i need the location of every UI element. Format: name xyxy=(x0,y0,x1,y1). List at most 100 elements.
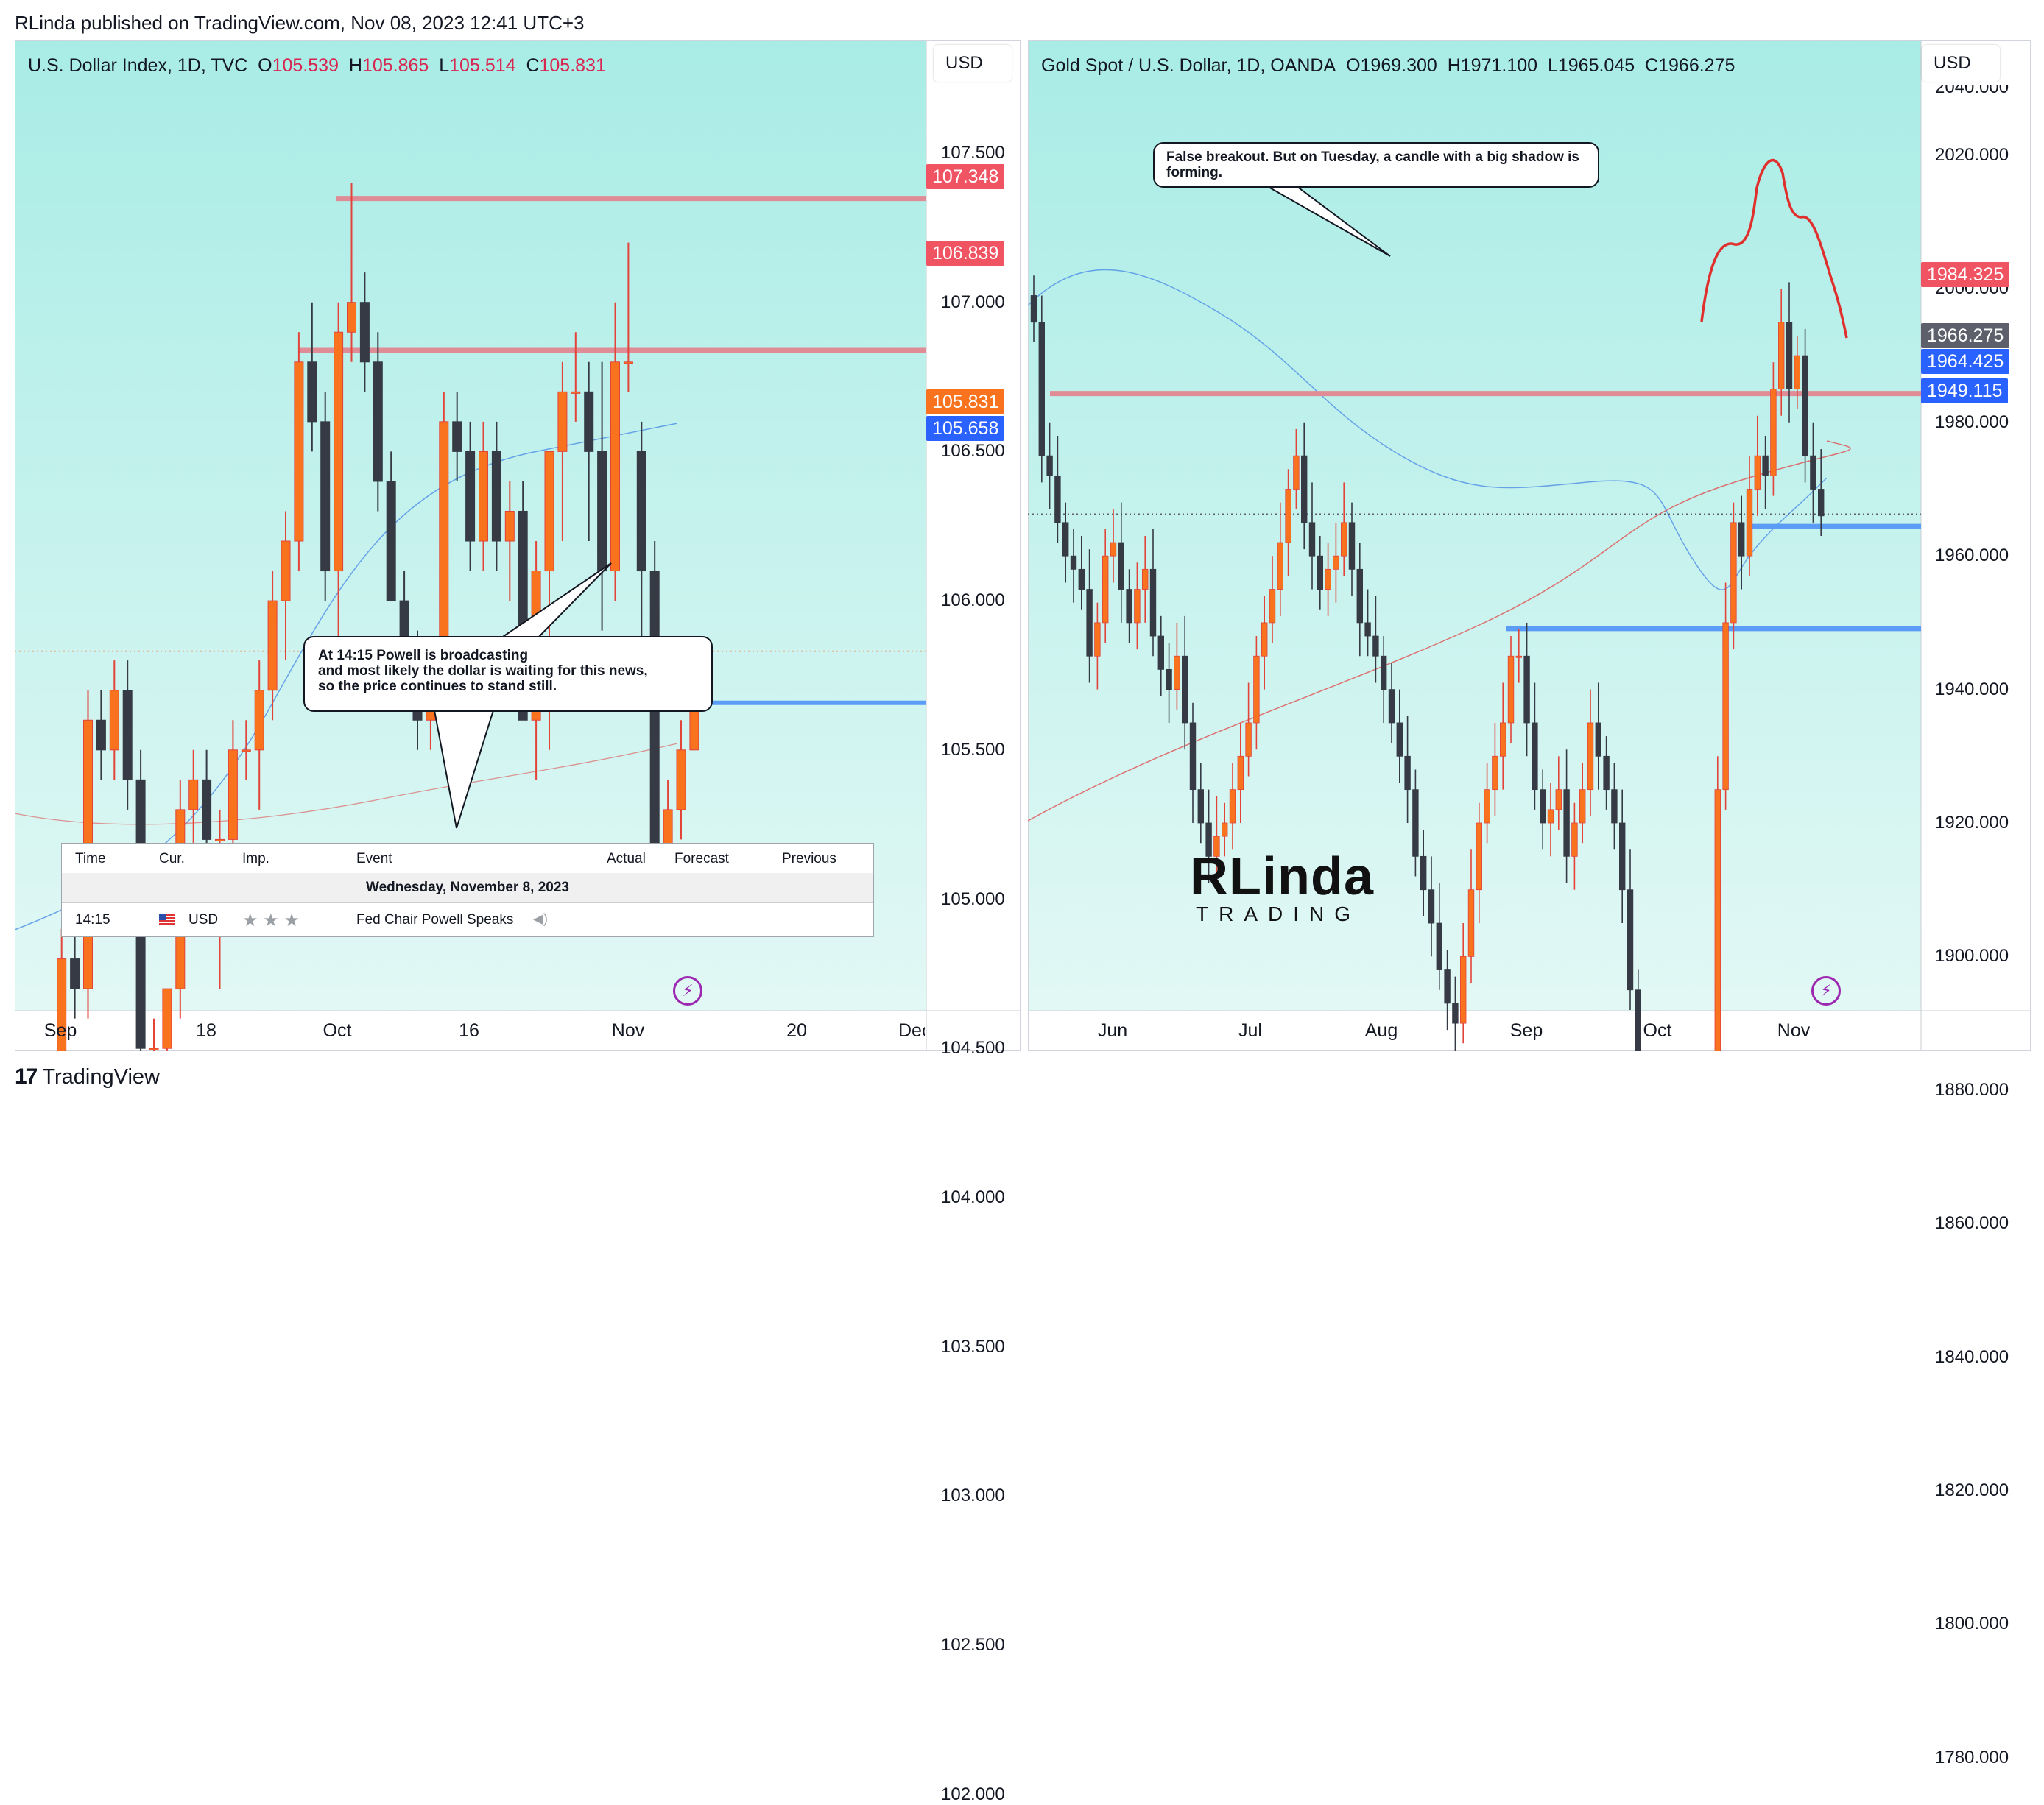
gold-y-tick-label: 1940.000 xyxy=(1935,679,2009,699)
gold-candle-body xyxy=(1062,522,1069,557)
dxy-candle-body xyxy=(491,451,501,542)
gold-candle-body xyxy=(1317,555,1323,590)
gold-candle-body xyxy=(1333,555,1339,570)
gold-candle-body xyxy=(1730,522,1737,624)
dxy-x-tick-label: Dec xyxy=(898,1020,925,1041)
gold-chart-panel[interactable]: Gold Spot / U.S. Dollar, 1D, OANDA O1969… xyxy=(1028,40,2031,1767)
cal-event-row: 14:15 USD ★ ★ ★ Fed Chair Powell Speaks … xyxy=(62,902,873,936)
gold-candle-body xyxy=(1348,522,1356,570)
dxy-candle-body xyxy=(162,988,172,1049)
gold-candle-body xyxy=(1532,722,1538,791)
dxy-candle-body xyxy=(373,361,383,482)
us-flag-icon xyxy=(159,914,175,925)
gold-y-tick-label: 1980.000 xyxy=(1935,411,2009,432)
gold-x-tick-label: Jun xyxy=(1097,1020,1128,1041)
gold-last-price-tag: 1966.275 xyxy=(1921,323,2010,348)
cal-date-row: Wednesday, November 8, 2023 xyxy=(62,873,873,902)
dxy-level-tag-1: 107.348 xyxy=(926,164,1005,189)
gold-candle-body xyxy=(1054,475,1061,523)
cal-header-time: Time xyxy=(75,851,106,866)
cal-event-name: Fed Chair Powell Speaks xyxy=(356,912,514,928)
gold-candle-body xyxy=(1174,655,1180,690)
footer-brand: TradingView xyxy=(42,1064,160,1089)
dxy-candle-body xyxy=(649,571,660,870)
gold-candle-body xyxy=(1428,889,1435,924)
gold-low: 1965.045 xyxy=(1557,55,1635,76)
dxy-y-tick-label: 106.000 xyxy=(941,590,1005,611)
cal-header-cur: Cur. xyxy=(159,851,185,866)
gold-annotation-callout: False breakout. But on Tuesday, a candle… xyxy=(1153,142,1599,188)
dxy-chart-title: U.S. Dollar Index, 1D, TVC O105.539 H105… xyxy=(28,55,606,76)
gold-candle-body xyxy=(1070,555,1077,570)
dxy-candle-body xyxy=(241,749,251,752)
rlinda-logo: RLinda TRADING xyxy=(1190,850,1374,925)
tradingview-logo-icon: 17 xyxy=(15,1064,38,1089)
dxy-low: 105.514 xyxy=(449,55,516,76)
gold-candle-body xyxy=(1515,655,1522,658)
dxy-candle-body xyxy=(188,779,199,810)
dxy-y-tick-label: 107.500 xyxy=(941,143,1005,163)
cal-header-imp: Imp. xyxy=(242,851,269,866)
dxy-candle-body xyxy=(320,421,331,572)
gold-candle-body xyxy=(1126,589,1132,624)
gold-chart[interactable] xyxy=(1028,40,2031,1051)
dxy-x-tick-label: 16 xyxy=(459,1020,479,1041)
dxy-y-tick-label: 102.000 xyxy=(941,1784,1005,1804)
dxy-y-tick-label: 103.500 xyxy=(941,1336,1005,1357)
gold-candle-body xyxy=(1380,655,1387,690)
dxy-events-flash-icon[interactable]: ⚡ xyxy=(673,976,702,1006)
gold-open: 1969.300 xyxy=(1360,55,1437,76)
gold-candle-body xyxy=(1166,668,1172,690)
gold-x-tick-label: Jul xyxy=(1238,1020,1262,1041)
dxy-candle-body xyxy=(676,749,686,810)
dxy-candle-body xyxy=(465,451,476,542)
gold-x-tick-label: Nov xyxy=(1777,1020,1811,1041)
gold-y-tick-label: 1780.000 xyxy=(1935,1747,2009,1767)
gold-candle-body xyxy=(1213,836,1220,857)
dxy-candle-body xyxy=(254,690,264,751)
gold-x-tick-label: Oct xyxy=(1643,1020,1672,1041)
gold-candle-body xyxy=(1293,455,1300,490)
gold-candle-body xyxy=(1500,722,1506,757)
dxy-currency-button[interactable]: USD xyxy=(934,45,1012,82)
dxy-symbol: U.S. Dollar Index, 1D, TVC xyxy=(28,55,248,76)
gold-candle-body xyxy=(1181,655,1188,724)
cal-event-currency: USD xyxy=(188,912,219,928)
gold-events-flash-icon[interactable]: ⚡ xyxy=(1811,976,1841,1006)
gold-candle-body xyxy=(1404,755,1411,791)
dxy-annotation-callout: At 14:15 Powell is broadcasting and most… xyxy=(303,636,713,712)
gold-candle-body xyxy=(1571,822,1578,857)
gold-candle-body xyxy=(1523,655,1530,724)
gold-candle-body xyxy=(1364,622,1371,637)
dxy-x-tick-label: Nov xyxy=(611,1020,645,1041)
gold-y-tick-label: 1900.000 xyxy=(1935,946,2009,967)
dxy-candle-body xyxy=(636,451,646,572)
gold-candle-body xyxy=(1507,655,1515,724)
gold-candle-body xyxy=(1261,622,1268,657)
dxy-candle-body xyxy=(57,958,67,1051)
dxy-candle-body xyxy=(504,510,515,542)
gold-level-tag-1: 1984.325 xyxy=(1921,262,2010,287)
dxy-candle-body xyxy=(281,540,291,601)
dxy-chart-panel[interactable]: U.S. Dollar Index, 1D, TVC O105.539 H105… xyxy=(15,40,1021,1804)
cal-event-time: 14:15 xyxy=(75,912,110,928)
gold-symbol: Gold Spot / U.S. Dollar, 1D, OANDA xyxy=(1041,55,1336,76)
gold-ma-slow xyxy=(1028,440,1851,822)
gold-candle-body xyxy=(1579,789,1586,824)
gold-candle-body xyxy=(1356,568,1363,624)
gold-y-tick-label: 1820.000 xyxy=(1935,1480,2009,1500)
economic-calendar: Time Cur. Imp. Event Actual Forecast Pre… xyxy=(61,843,874,937)
gold-currency-button[interactable]: USD xyxy=(1922,45,2000,82)
dxy-level-tag-2: 106.839 xyxy=(926,241,1005,266)
gold-y-tick-top: 2040.000 xyxy=(1935,77,2009,97)
gold-y-tick-label: 1920.000 xyxy=(1935,813,2009,833)
dxy-candle-body xyxy=(215,838,225,841)
star-icon: ★ ★ ★ xyxy=(242,911,300,930)
dxy-level-tag-3: 105.658 xyxy=(926,416,1005,441)
gold-candle-body xyxy=(1134,589,1141,624)
gold-candle-body xyxy=(1269,589,1276,624)
gold-high: 1971.100 xyxy=(1460,55,1538,76)
gold-candle-body xyxy=(1722,622,1729,791)
dxy-candle-body xyxy=(386,481,396,601)
gold-close: 1966.275 xyxy=(1658,55,1735,76)
